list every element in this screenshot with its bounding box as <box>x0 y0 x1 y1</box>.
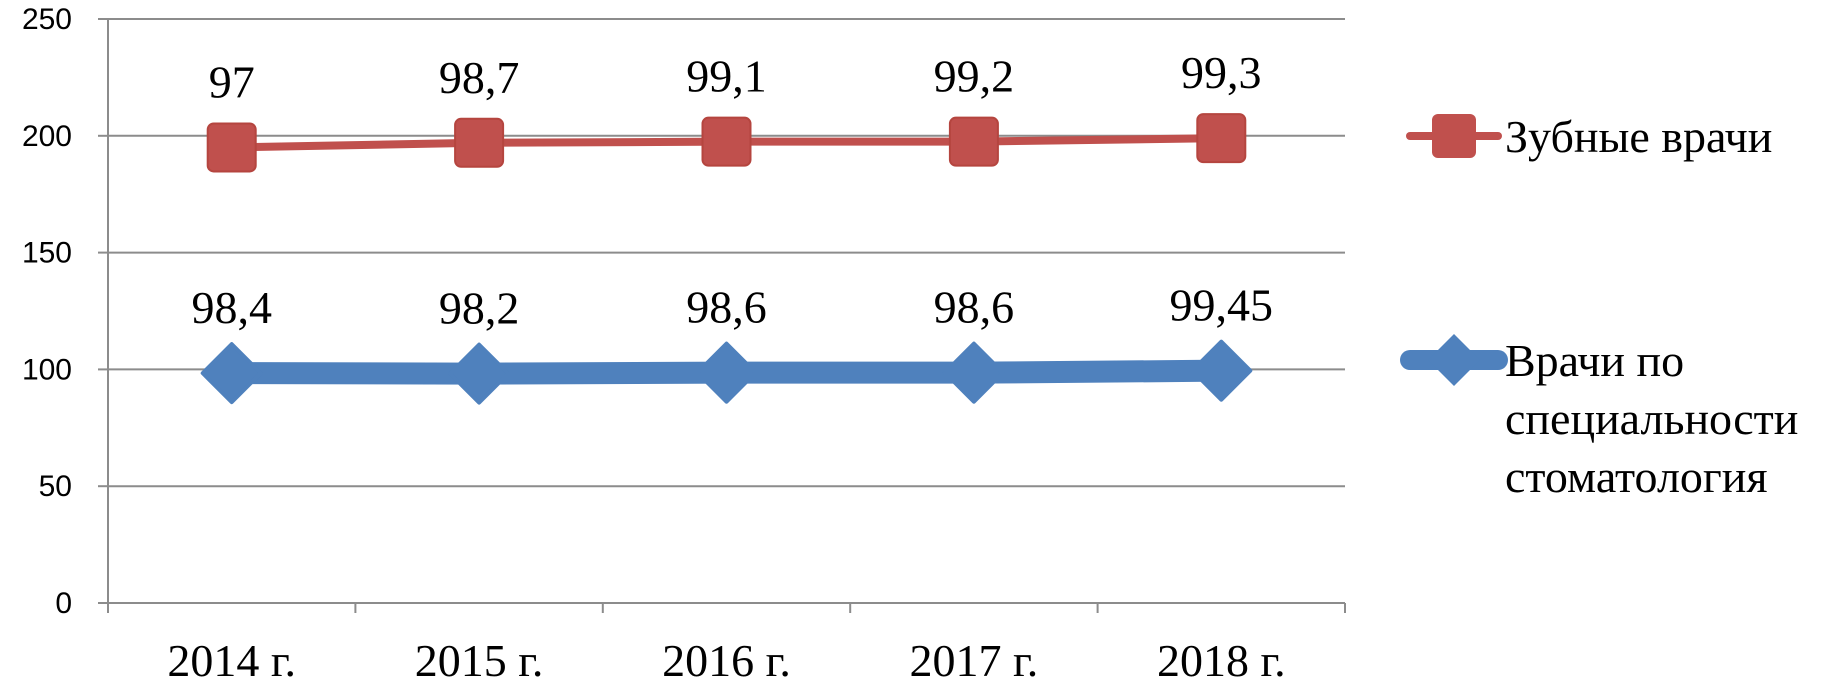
data-label: 99,2 <box>934 51 1015 102</box>
y-tick-label: 0 <box>55 587 72 620</box>
data-label: 99,45 <box>1170 280 1274 331</box>
series-layer <box>200 113 1253 405</box>
legend-label: специальности <box>1505 393 1798 444</box>
data-label: 98,4 <box>191 282 272 333</box>
x-tick-label: 2016 г. <box>662 635 791 680</box>
data-label: 99,1 <box>686 51 767 102</box>
legend-diamond-marker <box>1428 334 1480 386</box>
diamond-marker <box>200 342 263 405</box>
data-label: 97 <box>209 56 255 107</box>
y-tick-labels: 0 50 100 150 200 250 <box>22 3 72 620</box>
data-label: 98,6 <box>686 282 767 333</box>
data-label: 98,2 <box>439 283 520 334</box>
data-labels: 97 98,7 99,1 99,2 99,3 98,4 98,2 98,6 98,6 99,45 <box>191 47 1273 333</box>
legend-label: Зубные врачи <box>1505 111 1772 162</box>
data-label: 99,3 <box>1181 47 1262 98</box>
y-tick-label: 200 <box>22 120 72 153</box>
data-label: 98,7 <box>439 52 520 103</box>
diamond-marker <box>695 341 758 404</box>
diamond-marker <box>448 342 511 405</box>
square-marker <box>454 117 505 168</box>
x-tick-label: 2015 г. <box>415 635 544 680</box>
y-tick-label: 250 <box>22 3 72 36</box>
square-marker <box>206 122 257 173</box>
x-tick-labels: 2014 г. 2015 г. 2016 г. 2017 г. 2018 г. <box>167 635 1285 680</box>
square-marker <box>1196 113 1247 164</box>
square-marker <box>948 116 999 167</box>
legend: Зубные врачи Врачи по специальности стомато… <box>1400 111 1798 502</box>
legend-label: Врачи по <box>1505 335 1684 386</box>
square-marker <box>701 116 752 167</box>
x-tick-label: 2018 г. <box>1157 635 1286 680</box>
diamond-marker <box>1190 339 1253 402</box>
diamond-marker <box>942 341 1005 404</box>
legend-square-marker <box>1432 114 1476 158</box>
y-tick-label: 100 <box>22 353 72 386</box>
data-label: 98,6 <box>934 282 1015 333</box>
y-tick-label: 150 <box>22 237 72 270</box>
x-tick-label: 2014 г. <box>167 635 296 680</box>
legend-label: стоматология <box>1505 451 1768 502</box>
y-tick-label: 50 <box>39 470 72 503</box>
x-tick-label: 2017 г. <box>910 635 1039 680</box>
axes <box>98 18 1346 613</box>
